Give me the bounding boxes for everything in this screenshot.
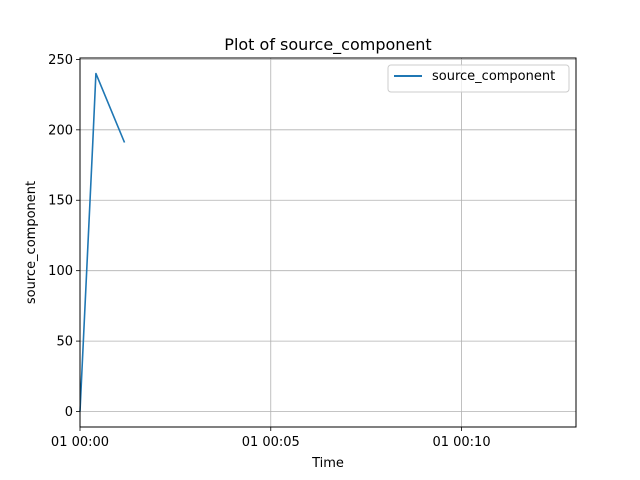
series-line (79, 72, 126, 412)
series-layer (79, 72, 126, 412)
axes-frame (79, 57, 577, 428)
plot-area (79, 57, 577, 428)
x-tick-label: 01 00:00 (51, 435, 109, 450)
y-tick-label: 250 (48, 53, 73, 68)
y-tick-label: 200 (48, 123, 73, 138)
y-tick-label: 50 (56, 335, 73, 350)
grid (79, 58, 576, 427)
x-axis-label: Time (311, 456, 344, 471)
y-axis-ticks: 0 50 100 150 200 250 (48, 53, 80, 420)
y-tick-label: 150 (48, 194, 73, 209)
y-tick-label: 100 (48, 264, 73, 279)
legend-label: source_component (432, 69, 555, 84)
legend: source_component (387, 64, 570, 93)
y-axis-label: source_component (24, 181, 39, 304)
chart-title: Plot of source_component (224, 35, 431, 55)
x-tick-label: 01 00:10 (432, 435, 490, 450)
y-tick-label: 0 (65, 405, 73, 420)
legend-box (387, 64, 570, 93)
x-tick-label: 01 00:05 (242, 435, 300, 450)
x-axis-ticks: 01 00:00 01 00:05 01 00:10 (51, 427, 491, 450)
